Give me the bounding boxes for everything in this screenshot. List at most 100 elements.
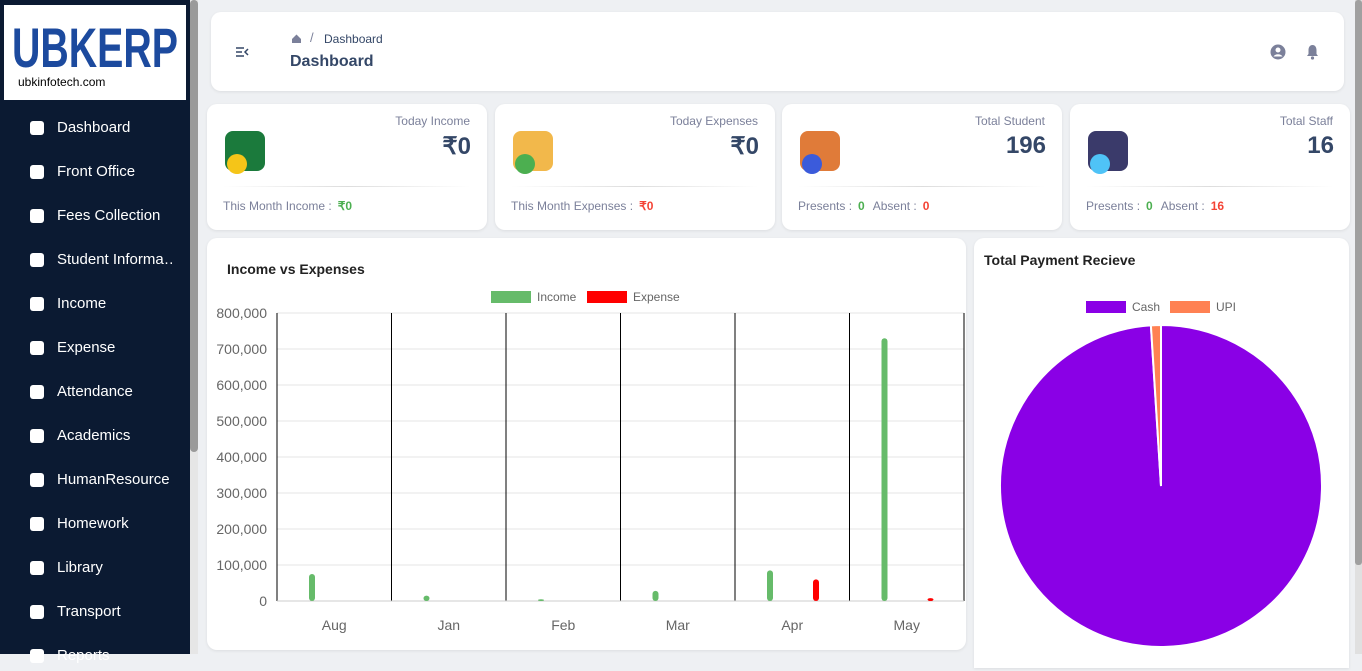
bar [881, 338, 888, 601]
breadcrumb-separator: / [310, 30, 314, 45]
chart-title: Income vs Expenses [227, 261, 365, 277]
menu-label: Income [57, 295, 107, 312]
stat-card: Today Expenses ₹0 This Month Expenses : ₹0 [495, 104, 775, 230]
footer-label: This Month Expenses : [511, 199, 634, 213]
menu-item[interactable]: Transport [0, 597, 185, 627]
legend-label: Expense [633, 290, 680, 304]
bell-icon[interactable] [1306, 44, 1319, 60]
x-tick-label: May [894, 617, 920, 633]
card-label: Today Expenses [669, 114, 758, 128]
menu-label: Attendance [57, 383, 133, 400]
menu-icon [30, 341, 44, 355]
menu-item[interactable]: Library [0, 553, 185, 583]
bar [927, 598, 934, 601]
y-tick-label: 500,000 [216, 413, 267, 429]
bar [423, 595, 430, 601]
menu-label: Fees Collection [57, 207, 161, 224]
x-tick-label: Jan [437, 617, 460, 633]
menu-item[interactable]: Income [0, 289, 185, 319]
scroll-thumb[interactable] [190, 0, 198, 452]
menu-icon [30, 209, 44, 223]
y-tick-label: 700,000 [216, 341, 267, 357]
card-icon [513, 131, 553, 174]
divider [223, 186, 471, 187]
menu-toggle[interactable] [235, 46, 249, 58]
legend-swatch [491, 291, 531, 303]
home-icon[interactable] [291, 33, 302, 44]
card-label: Total Student [974, 114, 1045, 128]
menu-label: Expense [57, 339, 116, 356]
menu-item[interactable]: Fees Collection [0, 201, 185, 231]
card-value: ₹0 [730, 133, 759, 160]
footer-value: 0 [858, 199, 865, 213]
footer-value: 16 [1210, 199, 1225, 213]
footer-value: 0 [922, 199, 930, 213]
card-icon [225, 131, 265, 174]
menu-item[interactable]: HumanResource [0, 465, 185, 495]
page-scroll-thumb[interactable] [1355, 0, 1362, 565]
menu-icon [30, 649, 44, 663]
menu-icon [30, 517, 44, 531]
bar [538, 599, 544, 601]
divider [1086, 186, 1334, 187]
menu-item[interactable]: Reports [0, 641, 185, 671]
icon-shape [515, 154, 535, 174]
logo-text: UBKERP [12, 16, 178, 79]
menu-icon [30, 121, 44, 135]
footer-label: Presents : [798, 199, 853, 213]
menu-label: Library [57, 559, 103, 576]
icon-shape [227, 154, 247, 174]
footer-label: Absent : [872, 199, 917, 213]
menu-label: Front Office [57, 163, 136, 180]
bar [767, 570, 773, 601]
y-tick-label: 600,000 [216, 377, 267, 393]
menu-icon [30, 605, 44, 619]
x-tick-label: Feb [551, 617, 575, 633]
stat-card: Total Staff 16 Presents : 0 Absent : 16 [1070, 104, 1350, 230]
menu-item[interactable]: Academics [0, 421, 185, 451]
user-icon[interactable] [1270, 44, 1286, 60]
bar [652, 590, 659, 601]
legend-swatch [1086, 301, 1126, 313]
bar [813, 579, 819, 601]
logo-site: ubkinfotech.com [18, 75, 105, 89]
card-footer: Presents : 0 Absent : 16 [1086, 199, 1232, 213]
menu-icon [30, 385, 44, 399]
menu-item[interactable]: Homework [0, 509, 185, 539]
menu-icon [30, 253, 44, 267]
pie-slice [1149, 323, 1162, 487]
legend-label: Cash [1132, 300, 1160, 314]
footer-label: Presents : [1086, 199, 1141, 213]
menu-item[interactable]: Front Office [0, 157, 185, 187]
logo-art: UBKERP ubkinfotech.com [12, 16, 178, 89]
legend-label: Income [537, 290, 577, 304]
card-value: 196 [1005, 132, 1046, 159]
page-scrollbar [1355, 0, 1362, 654]
page-title: Dashboard [290, 53, 374, 70]
footer-value: 0 [1146, 199, 1153, 213]
menu-item[interactable]: Expense [0, 333, 185, 363]
menu-icon [30, 297, 44, 311]
legend-label: UPI [1216, 300, 1236, 314]
icon-shape [802, 154, 822, 174]
breadcrumb[interactable]: Dashboard [324, 32, 383, 46]
pie-card: Total Payment Recieve Cash UPI [974, 238, 1349, 668]
card-icon [1088, 131, 1128, 174]
card-label: Today Income [395, 114, 470, 128]
menu-item[interactable]: Student Informa… [0, 245, 185, 275]
card-label: Total Staff [1279, 114, 1333, 128]
footer-value: ₹0 [639, 199, 654, 213]
menu-item[interactable]: Attendance [0, 377, 185, 407]
menu-icon [30, 429, 44, 443]
x-tick-label: Apr [781, 617, 803, 633]
menu-item[interactable]: Dashboard [0, 113, 185, 143]
divider [798, 186, 1046, 187]
menu-label: Reports [57, 647, 110, 664]
y-tick-label: 200,000 [216, 521, 267, 537]
y-tick-label: 300,000 [216, 485, 267, 501]
menu-label: Academics [57, 427, 131, 444]
y-tick-label: 800,000 [216, 305, 267, 321]
logo[interactable]: UBKERP ubkinfotech.com [4, 5, 186, 100]
menu-label: Homework [57, 515, 129, 532]
